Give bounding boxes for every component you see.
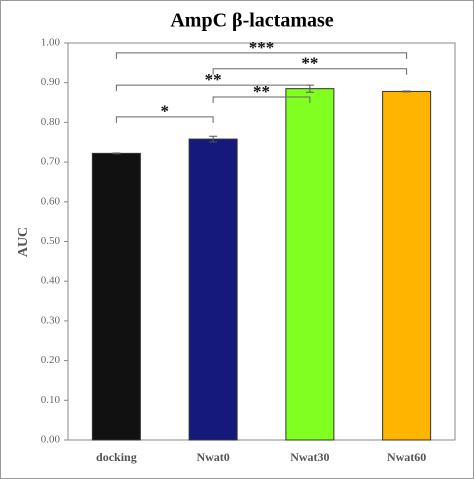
y-tick-label: 0.80	[41, 116, 61, 128]
significance-label: *	[161, 102, 170, 121]
x-tick-label: Nwat0	[196, 450, 229, 464]
y-tick-label: 0.20	[41, 354, 61, 366]
y-tick-label: 0.60	[41, 195, 61, 207]
bar	[382, 90, 432, 441]
y-tick-label: 0.70	[41, 156, 61, 168]
x-tick-label: Nwat60	[387, 450, 426, 464]
significance-bracket	[212, 96, 311, 103]
y-axis-label: AUC	[16, 227, 31, 257]
y-tick-label: 0.50	[41, 235, 61, 247]
y-tick-label: 0.00	[41, 434, 61, 446]
y-tick-label: 0.10	[41, 394, 61, 406]
x-tick-label: docking	[96, 450, 137, 464]
error-bar	[402, 90, 411, 93]
significance-label: **	[301, 54, 318, 73]
y-tick-label: 1.00	[41, 37, 61, 49]
significance-bracket	[115, 52, 408, 59]
chart-title: AmpC β-lactamase	[170, 10, 333, 32]
significance-label: **	[205, 70, 222, 89]
y-tick-label: 0.40	[41, 275, 61, 287]
significance-bracket	[212, 68, 408, 75]
error-bar	[209, 135, 218, 143]
x-tick-label: Nwat30	[290, 450, 329, 464]
significance-bracket	[115, 84, 311, 92]
y-tick-label: 0.90	[41, 76, 61, 88]
error-bar	[112, 152, 121, 155]
bar	[188, 138, 238, 441]
bar	[285, 88, 335, 441]
bar	[91, 152, 141, 441]
significance-bracket	[115, 116, 214, 123]
significance-label: **	[253, 82, 270, 101]
significance-label: ***	[249, 38, 275, 57]
y-tick-label: 0.30	[41, 314, 61, 326]
